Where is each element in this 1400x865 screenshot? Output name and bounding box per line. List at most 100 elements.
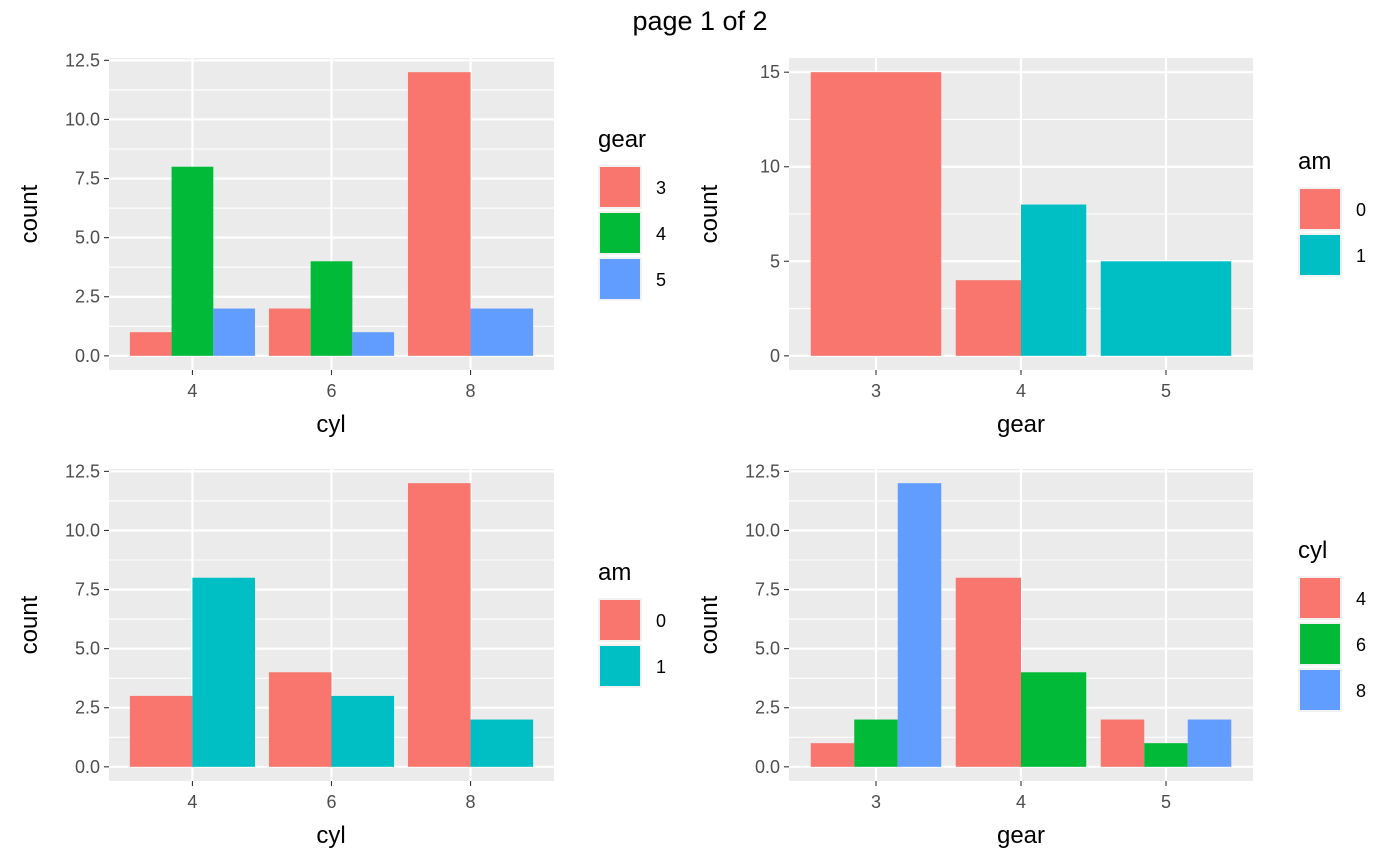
y-tick-label: 7.5 — [755, 580, 780, 600]
y-tick-label: 2.5 — [75, 287, 100, 307]
bar-gear-4-cyl-6 — [1021, 672, 1087, 767]
legend-swatch — [600, 213, 640, 253]
bar-gear-5-cyl-4 — [1100, 719, 1145, 767]
legend-label: 0 — [1356, 200, 1366, 220]
legend-label: 6 — [1356, 635, 1366, 655]
bar-cyl-8-am-1 — [470, 719, 534, 767]
y-tick-label: 5 — [770, 251, 780, 271]
y-tick-label: 10.0 — [745, 520, 780, 540]
chart-panel-4: 0.0 2.5 5.0 7.5 10.0 12.5 3 4 5 gear count cyl 4 6 8 — [696, 461, 1366, 849]
y-tick-label: 12.5 — [65, 461, 100, 481]
chart-panel-1: 0.0 2.5 5.0 7.5 10.0 12.5 4 6 8 cyl count gear 3 4 5 — [16, 50, 666, 438]
x-tick-label: 8 — [466, 381, 476, 401]
x-tick-label: 5 — [1161, 792, 1171, 812]
page-title: page 1 of 2 — [632, 6, 768, 36]
y-tick-label: 5.0 — [75, 228, 100, 248]
legend-label: 1 — [656, 657, 666, 677]
bar-cyl-6-gear-3 — [268, 308, 311, 356]
y-tick-label: 10.0 — [65, 520, 100, 540]
y-axis-title: count — [16, 595, 43, 654]
legend-label: 3 — [656, 178, 666, 198]
legend-swatch — [1300, 624, 1340, 664]
legend-title: cyl — [1298, 537, 1327, 564]
bar-gear-5-am-1 — [1100, 261, 1232, 356]
chart-panel-2: 0 5 10 15 3 4 5 gear count am 0 1 — [696, 58, 1366, 438]
legend-title: am — [598, 559, 631, 586]
y-tick-label: 2.5 — [755, 698, 780, 718]
legend-swatch — [600, 600, 640, 640]
bar-gear-3-cyl-8 — [897, 483, 942, 767]
bar-cyl-6-gear-5 — [352, 332, 395, 356]
legend-label: 1 — [1356, 246, 1366, 266]
legend-swatch — [1300, 189, 1340, 229]
y-tick-label: 0 — [770, 346, 780, 366]
bar-gear-4-am-0 — [955, 280, 1021, 356]
x-axis-title: cyl — [316, 411, 345, 438]
bar-cyl-4-am-1 — [192, 577, 256, 767]
y-tick-label: 5.0 — [75, 639, 100, 659]
bar-gear-4-cyl-4 — [955, 577, 1021, 767]
legend-label: 4 — [1356, 589, 1366, 609]
legend-label: 5 — [656, 270, 666, 290]
legend-swatch — [1300, 235, 1340, 275]
y-tick-label: 12.5 — [65, 50, 100, 70]
bar-gear-5-cyl-6 — [1144, 743, 1188, 767]
x-tick-label: 6 — [326, 381, 336, 401]
legend-swatch — [600, 259, 640, 299]
bar-cyl-4-gear-4 — [171, 166, 214, 356]
x-axis-title: gear — [997, 411, 1045, 438]
legend-swatch — [600, 167, 640, 207]
x-tick-label: 3 — [871, 381, 881, 401]
x-axis-title: gear — [997, 822, 1045, 849]
x-tick-label: 4 — [187, 792, 197, 812]
x-tick-label: 5 — [1161, 381, 1171, 401]
y-tick-label: 10 — [760, 157, 780, 177]
bar-cyl-4-gear-5 — [213, 308, 256, 356]
y-tick-label: 7.5 — [75, 169, 100, 189]
legend-title: gear — [598, 126, 646, 153]
legend-swatch — [600, 646, 640, 686]
x-tick-label: 4 — [187, 381, 197, 401]
y-tick-label: 5.0 — [755, 639, 780, 659]
legend: am 0 1 — [1298, 148, 1366, 277]
y-tick-label: 15 — [760, 62, 780, 82]
y-tick-label: 0.0 — [755, 757, 780, 777]
x-tick-label: 3 — [871, 792, 881, 812]
bar-cyl-6-am-1 — [331, 695, 395, 767]
bar-gear-3-cyl-4 — [810, 743, 855, 767]
legend: cyl 4 6 8 — [1298, 537, 1366, 712]
legend-title: am — [1298, 148, 1331, 175]
legend-label: 0 — [656, 611, 666, 631]
bar-gear-4-am-1 — [1021, 204, 1087, 356]
bar-gear-3-am-0 — [810, 72, 942, 356]
x-tick-label: 8 — [466, 792, 476, 812]
y-tick-label: 12.5 — [745, 461, 780, 481]
bar-gear-3-cyl-6 — [854, 719, 898, 767]
legend-swatch — [1300, 578, 1340, 618]
legend-swatch — [1300, 670, 1340, 710]
y-axis-title: count — [696, 595, 723, 654]
y-axis-title: count — [696, 184, 723, 243]
y-tick-label: 7.5 — [75, 580, 100, 600]
legend-label: 4 — [656, 224, 666, 244]
bar-cyl-8-am-0 — [407, 483, 471, 767]
x-tick-label: 6 — [326, 792, 336, 812]
bar-cyl-6-gear-4 — [310, 261, 353, 356]
x-tick-label: 4 — [1016, 792, 1026, 812]
x-tick-label: 4 — [1016, 381, 1026, 401]
y-tick-label: 10.0 — [65, 109, 100, 129]
legend: gear 3 4 5 — [598, 126, 666, 301]
x-axis-title: cyl — [316, 822, 345, 849]
y-tick-label: 0.0 — [75, 346, 100, 366]
y-tick-label: 0.0 — [75, 757, 100, 777]
bar-cyl-8-gear-5 — [470, 308, 534, 356]
bar-cyl-4-gear-3 — [129, 332, 172, 356]
chart-panel-3: 0.0 2.5 5.0 7.5 10.0 12.5 4 6 8 cyl count am 0 1 — [16, 461, 666, 849]
y-tick-label: 2.5 — [75, 698, 100, 718]
legend: am 0 1 — [598, 559, 666, 688]
bar-cyl-4-am-0 — [129, 695, 193, 767]
bar-cyl-6-am-0 — [268, 672, 332, 767]
y-axis-title: count — [16, 184, 43, 243]
legend-label: 8 — [1356, 681, 1366, 701]
